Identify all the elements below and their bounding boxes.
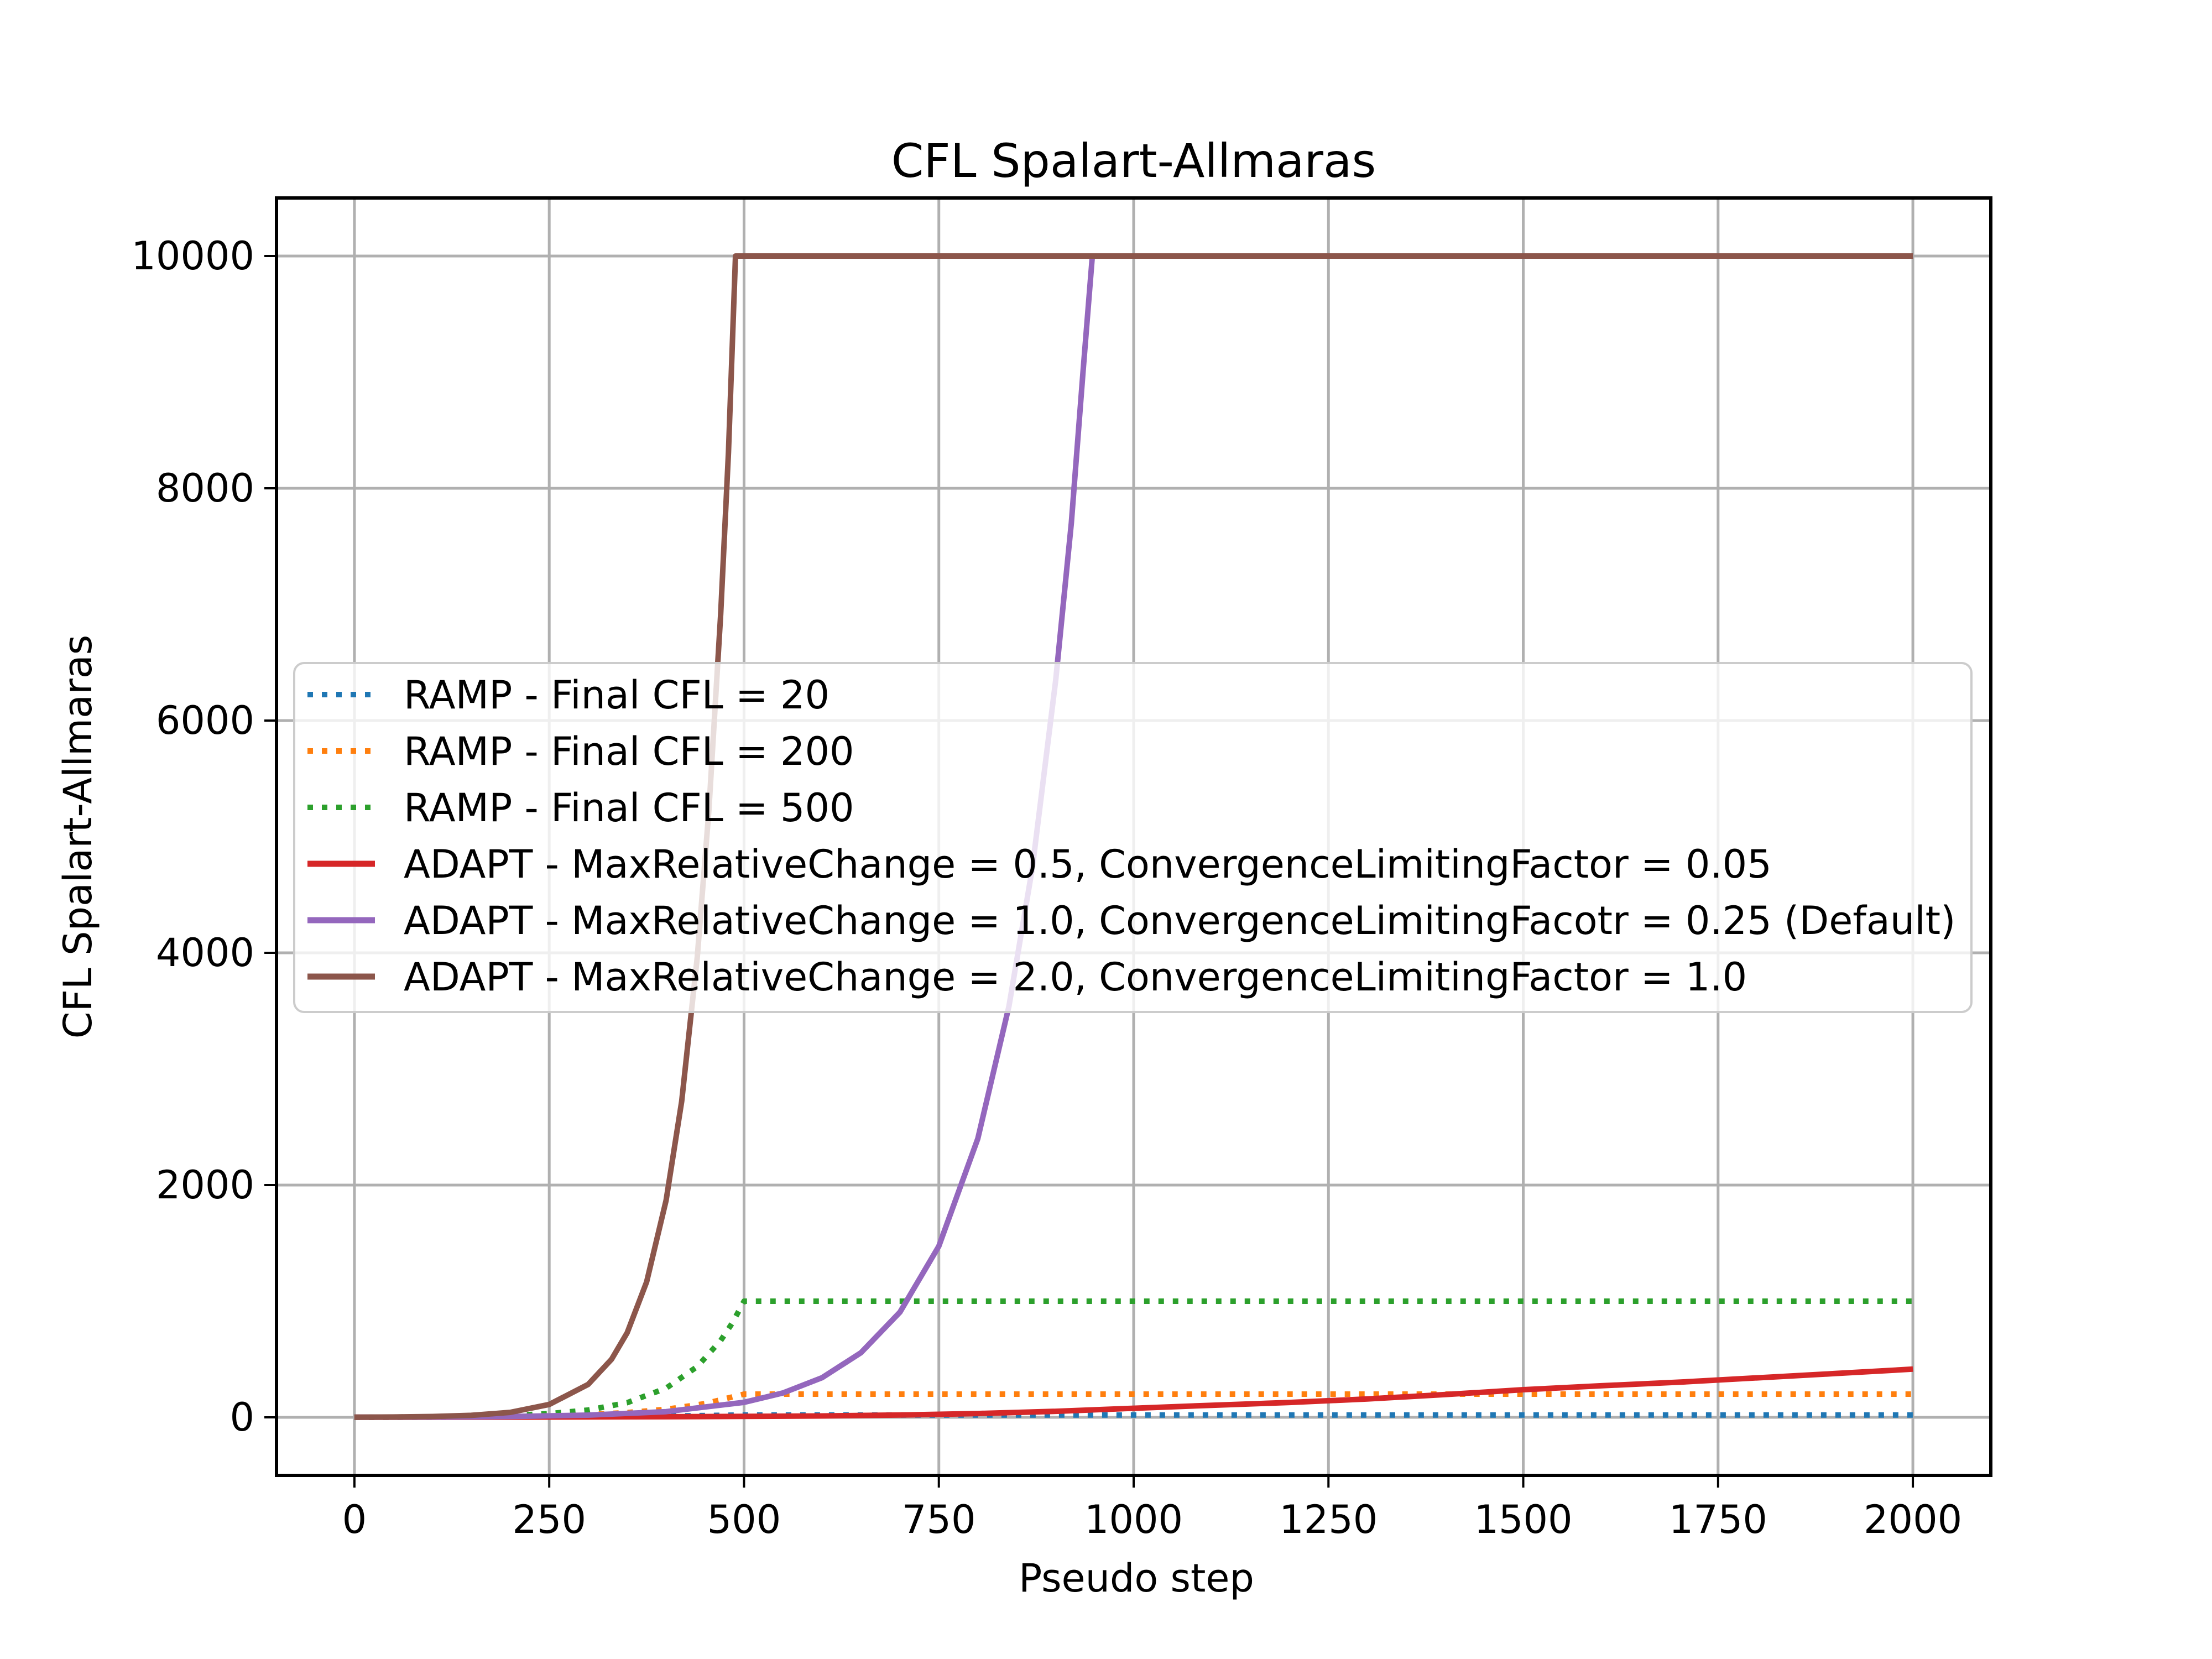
series-lines <box>354 253 1913 1420</box>
x-axis-label: Pseudo step <box>1019 1556 1254 1601</box>
series-line <box>354 1366 1913 1420</box>
y-axis-label: CFL Spalart-Allmaras <box>55 635 101 1039</box>
x-tick-label: 1000 <box>1084 1497 1183 1542</box>
x-tick-label: 1500 <box>1474 1497 1572 1542</box>
x-tick-label: 250 <box>512 1497 586 1542</box>
x-tick-label: 1750 <box>1669 1497 1767 1542</box>
legend-entry-label: ADAPT - MaxRelativeChange = 2.0, Converg… <box>404 954 1747 1000</box>
y-tick-label: 2000 <box>156 1162 254 1208</box>
legend-frame <box>293 662 1973 1013</box>
tick-marks <box>264 255 1914 1488</box>
series-line <box>354 253 1913 1420</box>
y-tick-label: 0 <box>229 1395 254 1440</box>
legend-entry-label: RAMP - Final CFL = 500 <box>404 785 854 831</box>
legend-entry-label: RAMP - Final CFL = 200 <box>404 729 854 774</box>
y-tick-label: 8000 <box>156 466 254 511</box>
series-line <box>354 253 1913 1420</box>
chart-title: CFL Spalart-Allmaras <box>891 134 1376 188</box>
x-tick-label: 0 <box>342 1497 367 1542</box>
legend-entry-label: ADAPT - MaxRelativeChange = 0.5, Converg… <box>404 842 1772 887</box>
y-tick-label: 4000 <box>156 930 254 975</box>
y-tick-label: 6000 <box>156 698 254 743</box>
x-tick-label: 750 <box>902 1497 976 1542</box>
legend-entry-label: ADAPT - MaxRelativeChange = 1.0, Converg… <box>404 898 1955 943</box>
y-tick-label: 10000 <box>131 233 254 279</box>
tick-labels: 0 250 500 750 1000 1250 1500 1750 2000 0 2000 4000 6… <box>131 233 1962 1542</box>
x-tick-label: 1250 <box>1279 1497 1378 1542</box>
legend-entry-label: RAMP - Final CFL = 20 <box>404 672 830 718</box>
x-tick-label: 2000 <box>1864 1497 1962 1542</box>
legend: RAMP - Final CFL = 20 RAMP - Final CFL = … <box>293 662 1973 1013</box>
x-tick-label: 500 <box>707 1497 781 1542</box>
